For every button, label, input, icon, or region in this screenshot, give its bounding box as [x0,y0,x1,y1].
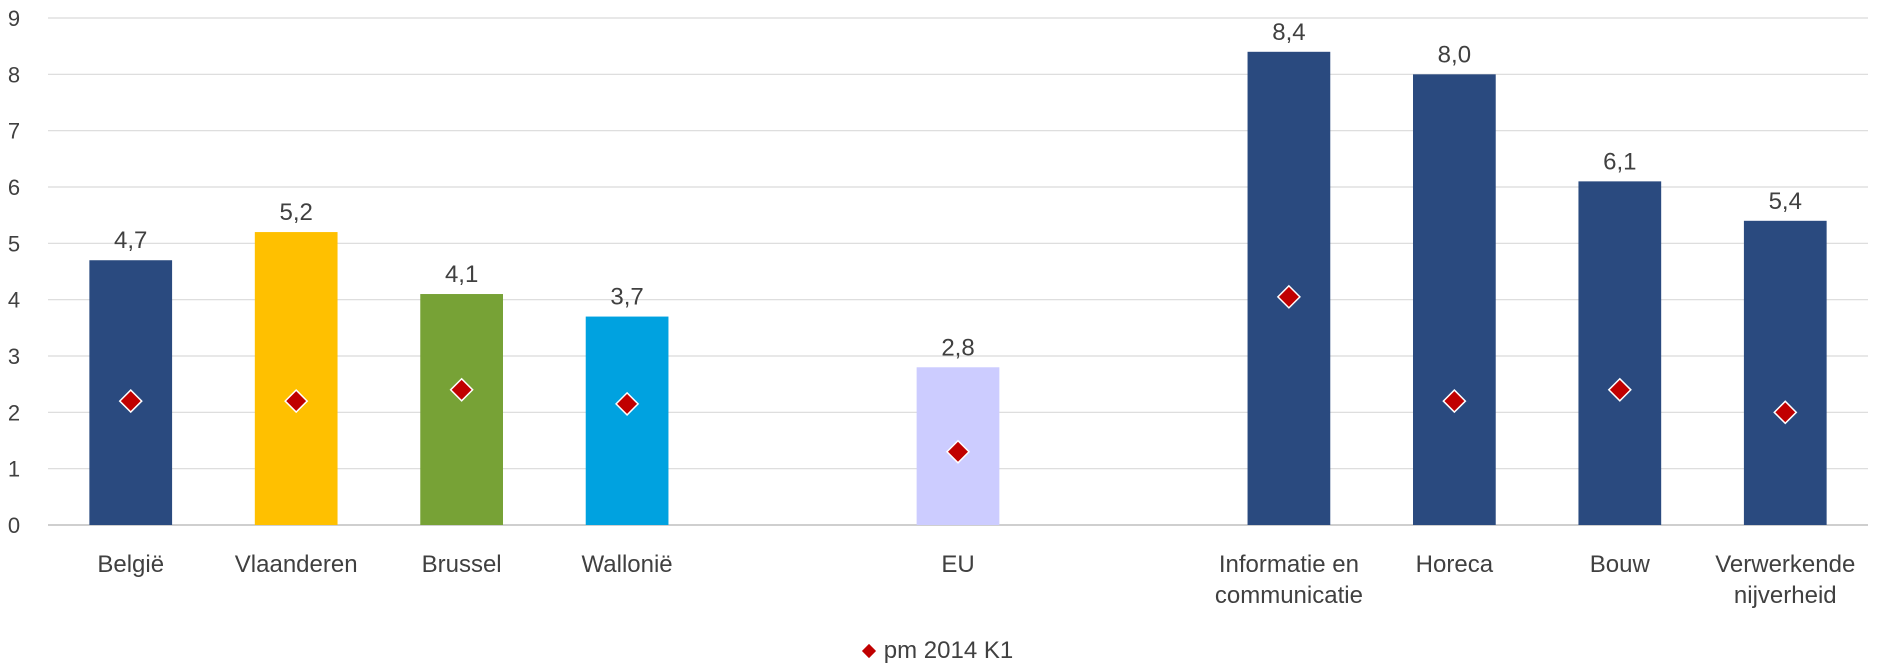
bar [420,294,503,525]
category-label: communicatie [1215,582,1363,609]
category-label: EU [941,551,974,578]
marker-point [449,377,474,402]
category-label: België [97,551,164,578]
y-tick-label: 5 [8,231,20,256]
y-tick-label: 1 [8,457,20,482]
bar [1578,181,1662,525]
y-tick-label: 0 [8,513,20,538]
marker-point [615,391,640,416]
marker-point [1442,389,1467,414]
bar [585,316,669,525]
data-label: 3,7 [610,284,643,311]
data-label: 4,7 [114,227,147,254]
marker-point [118,389,143,414]
grid-lines [48,17,1868,526]
marker-point [1773,400,1798,425]
y-tick-label: 2 [8,400,20,425]
category-label: Bouw [1590,551,1651,578]
legend: pm 2014 K1 [0,636,1877,666]
data-labels: 4,7 5,2 4,1 3,7 2,8 8,4 8,0 6,1 5,4 [114,19,1802,361]
category-label: Brussel [422,551,502,578]
y-tick-label: 8 [8,62,20,87]
data-label: 8,4 [1272,19,1305,46]
data-label: 5,4 [1769,188,1802,215]
data-label: 2,8 [941,334,974,361]
markers [118,284,1798,464]
data-label: 6,1 [1603,148,1636,175]
data-label: 4,1 [445,261,478,288]
category-label: nijverheid [1734,582,1837,609]
category-label: Horeca [1416,551,1494,578]
category-label: Vlaanderen [235,551,358,578]
y-tick-label: 6 [8,175,20,200]
bar [254,232,338,526]
y-tick-label: 9 [8,6,20,31]
category-labels: België Vlaanderen Brussel Wallonië EU Informa… [97,551,1855,609]
marker-point [284,389,309,414]
bars [89,51,1827,526]
category-label: Informatie en [1219,551,1359,578]
marker-point [1607,377,1632,402]
marker-point [945,439,971,464]
bar [1743,220,1827,526]
y-tick-label: 3 [8,344,20,369]
category-label: Wallonië [582,551,673,578]
y-tick-label: 4 [8,288,20,313]
bar-chart: 0 1 2 3 4 5 6 7 8 9 4,7 5,2 4,1 3,7 2,8 8,4 8,0 6,1 5,4 B… [8,6,1868,609]
legend-diamond-icon [861,643,876,659]
y-tick-label: 7 [8,119,20,144]
bar [1413,74,1496,525]
data-label: 8,0 [1438,41,1471,68]
marker-point [1276,284,1301,309]
data-label: 5,2 [279,199,312,226]
category-label: Verwerkende [1715,551,1855,578]
y-axis-ticks: 0 1 2 3 4 5 6 7 8 9 [8,6,20,538]
legend-label: pm 2014 K1 [883,637,1014,664]
